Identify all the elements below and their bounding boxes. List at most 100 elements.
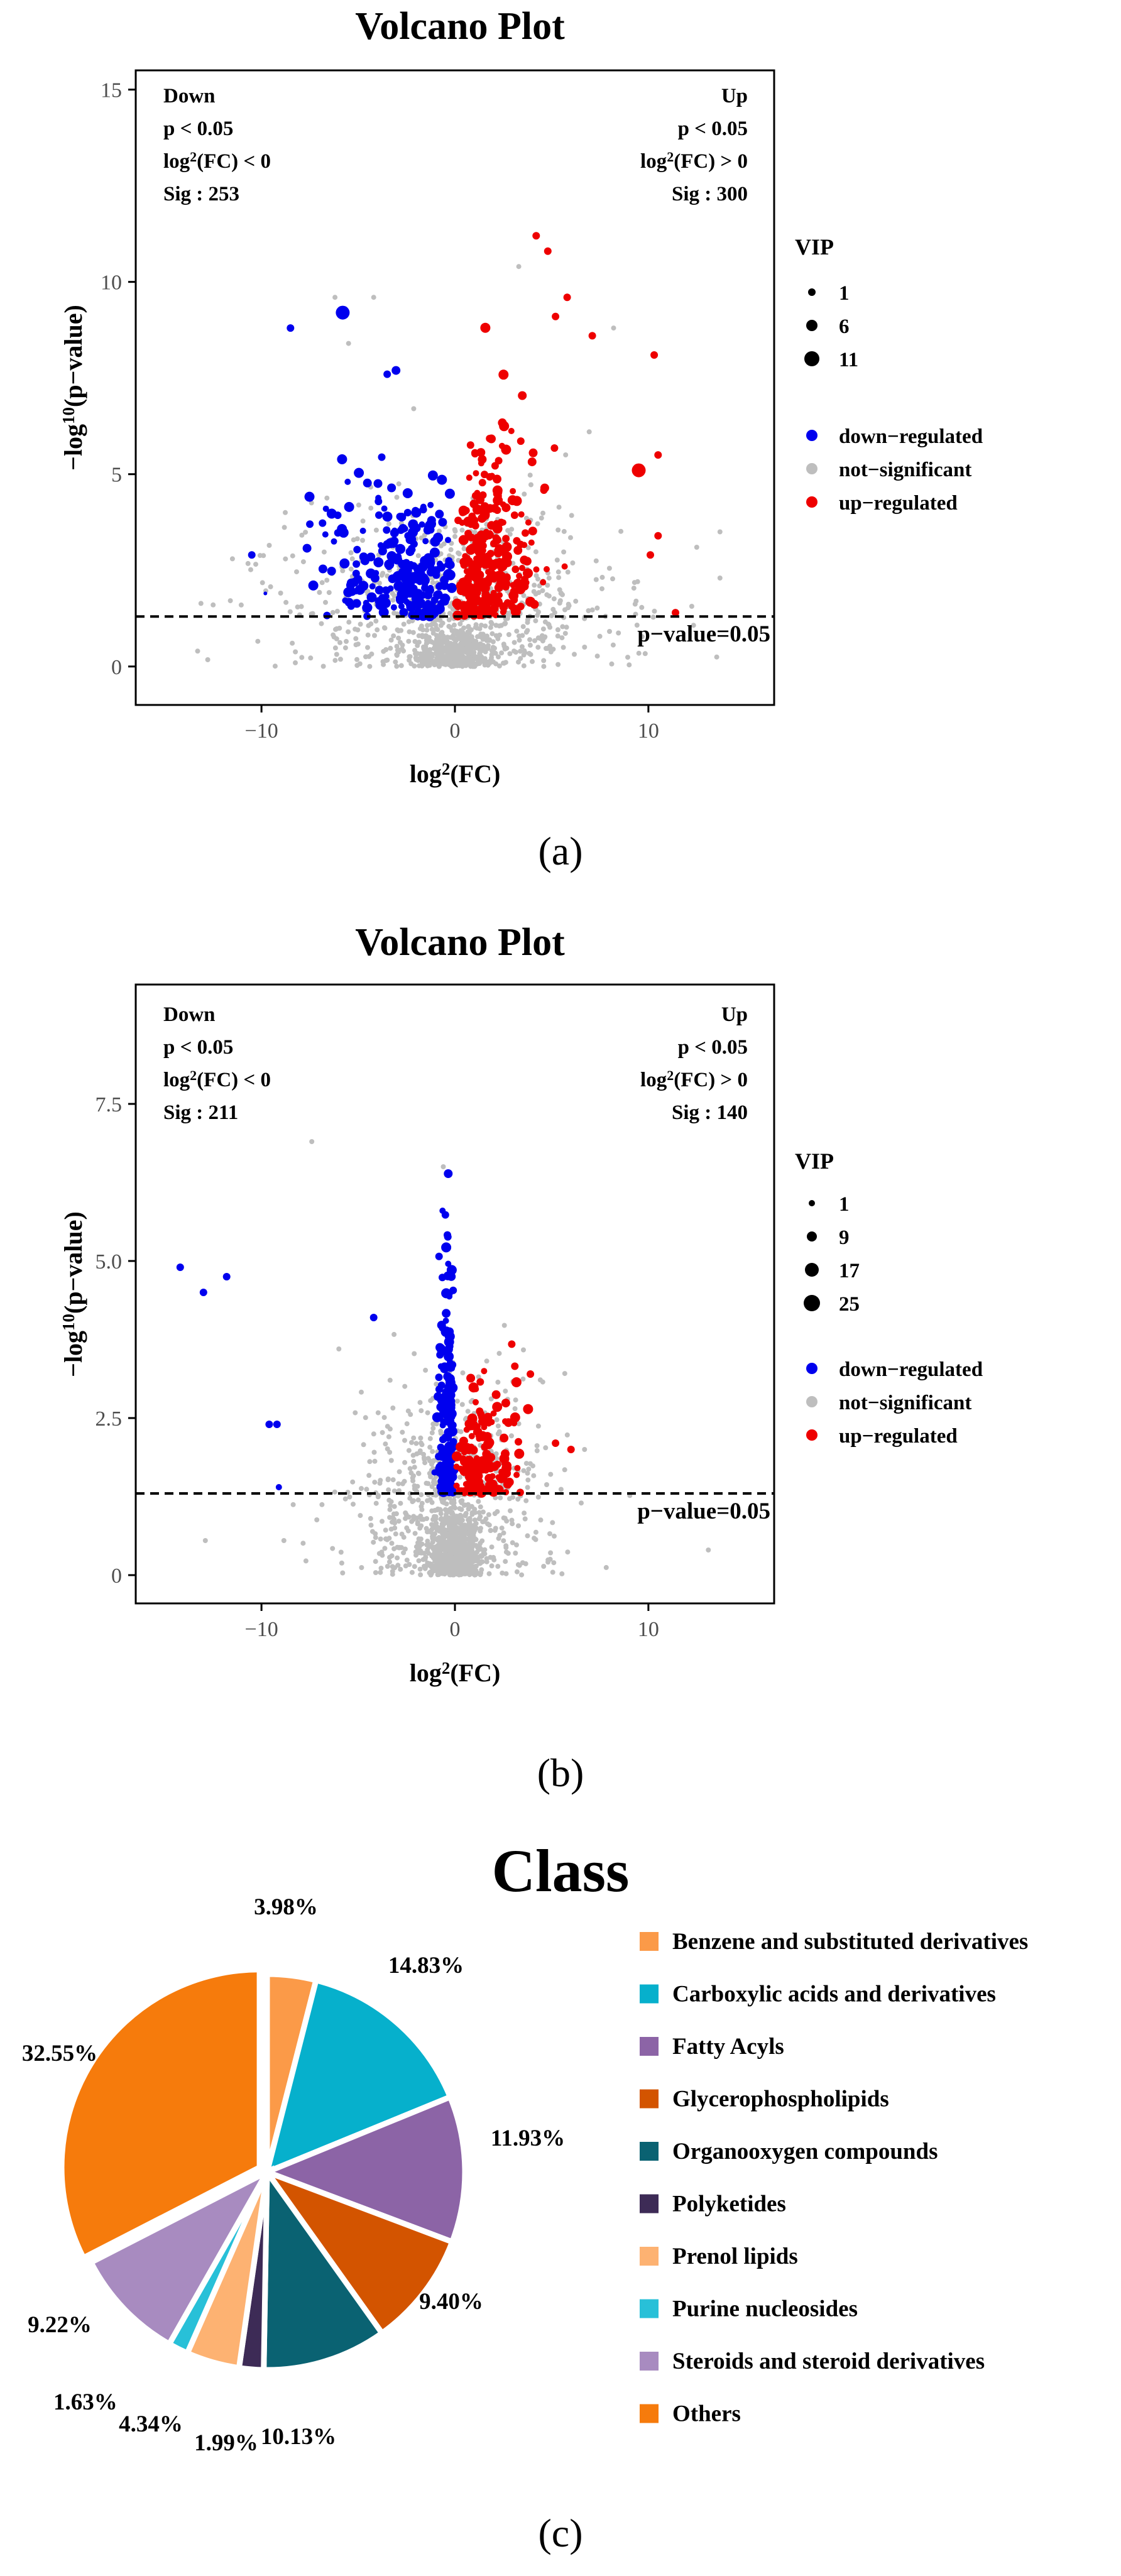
ns-point — [332, 645, 338, 651]
down-regulated-point — [337, 454, 347, 464]
ns-point — [402, 1384, 408, 1389]
ns-point — [562, 631, 568, 636]
ns-point — [527, 651, 532, 656]
down-regulated-point — [443, 1372, 452, 1381]
ns-point — [393, 1531, 398, 1537]
up-regulated-point — [483, 1458, 493, 1468]
ns-point — [489, 1544, 495, 1550]
xlabel-log: log — [410, 760, 442, 788]
ns-point — [367, 663, 373, 669]
ns-point — [198, 601, 204, 606]
ns-point — [332, 1489, 337, 1495]
down-regulated-point — [359, 552, 368, 562]
up-regulated-point — [483, 1485, 493, 1494]
down-regulated-point — [359, 527, 366, 534]
down-regulated-point — [373, 557, 384, 567]
ns-point — [347, 1494, 353, 1500]
ns-point — [423, 1367, 429, 1373]
ns-point — [618, 528, 624, 534]
ns-point — [561, 528, 567, 534]
ns-point — [422, 1556, 428, 1562]
ns-point — [437, 528, 442, 534]
ns-point — [446, 623, 452, 629]
threshold-label: p−value=0.05 — [637, 621, 770, 647]
ns-point — [337, 657, 343, 662]
legend-label-organooxygen-compounds: Organooxygen compounds — [672, 2139, 938, 2164]
ns-point — [717, 529, 723, 535]
ns-point — [415, 1540, 420, 1546]
up-regulated-point — [511, 605, 518, 612]
ns-point — [533, 1529, 539, 1535]
ns-point — [525, 1470, 530, 1476]
down-sig: Sig : 253 — [163, 183, 239, 205]
ns-point — [382, 1546, 388, 1551]
ns-point — [652, 608, 657, 614]
ns-point — [458, 1429, 464, 1434]
up-regulated-point — [464, 577, 472, 586]
up-regulated-point — [475, 1472, 483, 1480]
vip-size-25-dot — [804, 1295, 820, 1311]
ns-point — [538, 1517, 544, 1523]
ns-point — [427, 662, 432, 668]
ns-point — [371, 295, 376, 300]
ns-point — [360, 518, 366, 524]
ns-point — [510, 1521, 515, 1527]
up-p: p < 0.05 — [678, 1036, 748, 1059]
vip-size-11-dot — [804, 351, 819, 366]
down-regulated-point — [378, 453, 386, 461]
ns-point — [478, 1541, 483, 1546]
up-regulated-point — [484, 530, 494, 540]
down-regulated-point — [375, 494, 382, 501]
ns-point — [368, 505, 374, 511]
x-axis-label: log2(FC) — [410, 760, 501, 788]
ns-point — [481, 643, 486, 648]
ns-point — [507, 651, 513, 657]
up-regulated-point — [503, 1480, 512, 1489]
ns-point — [381, 1415, 387, 1421]
ns-point — [452, 653, 457, 659]
ns-point — [390, 598, 396, 603]
ns-point — [422, 1460, 428, 1466]
down-title: Down — [163, 1003, 216, 1026]
up-regulated-point — [500, 607, 507, 614]
ns-point — [548, 1550, 554, 1556]
ns-point — [418, 1408, 424, 1414]
pie-slice-steroids-and-steroid-derivatives — [87, 2165, 275, 2348]
down-regulated-point — [308, 580, 319, 591]
ns-point — [402, 1438, 407, 1443]
ns-point — [479, 623, 484, 628]
ns-point — [501, 641, 506, 647]
up-regulated-point — [480, 502, 489, 511]
threshold-label: p−value=0.05 — [637, 1498, 770, 1524]
down-regulated-point — [431, 566, 440, 576]
ns-point — [521, 592, 527, 598]
up-regulated-point — [482, 1449, 491, 1459]
ns-point — [518, 648, 523, 654]
up-regulated-point — [486, 473, 494, 481]
ns-point — [334, 652, 339, 657]
up-regulated-point — [477, 1410, 485, 1418]
ns-point — [367, 1459, 373, 1465]
up-regulated-point — [493, 474, 501, 484]
ns-point — [486, 1512, 491, 1517]
down-regulated-swatch — [806, 430, 818, 441]
down-regulated-point — [438, 1487, 449, 1497]
ns-point — [410, 630, 416, 635]
ns-point — [597, 633, 603, 639]
ns-point — [535, 1423, 541, 1429]
y-tick-label: 2.5 — [96, 1407, 123, 1431]
up-regulated-point — [462, 1481, 469, 1488]
vip-size-9-label: 9 — [839, 1226, 850, 1249]
ns-point — [425, 1551, 431, 1556]
down-regulated-point — [353, 588, 359, 595]
ns-point — [519, 644, 525, 650]
down-fc: log2(FC) < 0 — [163, 149, 271, 173]
ns-point — [282, 525, 287, 530]
up-regulated-point — [466, 603, 476, 613]
down-regulated-point — [344, 501, 354, 512]
ns-point — [211, 602, 216, 608]
ns-point — [572, 652, 577, 657]
ns-point — [474, 1556, 479, 1561]
ns-point — [565, 569, 571, 575]
ns-point — [418, 535, 424, 541]
